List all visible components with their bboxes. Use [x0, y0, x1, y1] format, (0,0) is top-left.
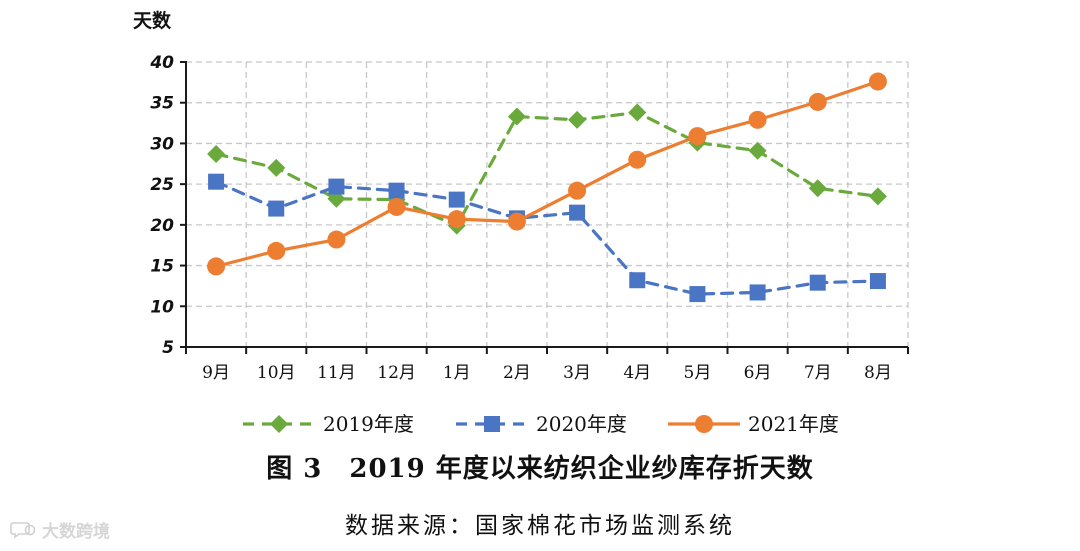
- chat-bubble-icon: [10, 521, 36, 539]
- x-tick-label: 3月: [563, 363, 591, 383]
- y-tick-label: 30: [150, 134, 174, 154]
- data-point: [569, 204, 586, 221]
- data-point: [447, 210, 466, 229]
- data-point: [327, 230, 346, 249]
- data-point: [267, 241, 286, 260]
- axes: [180, 61, 909, 354]
- data-point: [208, 173, 225, 190]
- y-tick-label: 20: [150, 216, 174, 236]
- data-point: [267, 158, 286, 177]
- watermark: 大数跨境: [10, 517, 110, 542]
- data-point: [328, 178, 345, 195]
- data-point: [448, 191, 465, 208]
- legend-marker: [695, 415, 713, 433]
- x-tick-label: 6月: [744, 363, 772, 383]
- series-line: [214, 180, 880, 296]
- x-tick-label: 12月: [377, 363, 416, 383]
- y-tick-label: 35: [150, 94, 174, 114]
- legend-label: 2021年度: [748, 412, 839, 436]
- x-tick-label: 11月: [317, 363, 356, 383]
- data-point: [688, 127, 707, 146]
- series-2020年度: [208, 173, 886, 303]
- x-tick-label: 9月: [202, 363, 230, 383]
- legend-label: 2019年度: [323, 412, 414, 436]
- data-point: [207, 257, 226, 276]
- legend-marker: [270, 415, 288, 433]
- data-point: [809, 274, 826, 291]
- data-point: [629, 272, 646, 289]
- data-point: [869, 273, 886, 290]
- watermark-text: 大数跨境: [42, 522, 110, 542]
- y-axis-title: 天数: [133, 9, 172, 32]
- figure-caption: 图 3 2019 年度以来纺织企业纱库存折天数: [266, 454, 814, 484]
- data-point: [868, 187, 887, 206]
- data-point: [568, 181, 587, 200]
- series-2021年度: [207, 72, 887, 276]
- data-point: [868, 72, 887, 91]
- data-point: [628, 150, 647, 169]
- x-tick-label: 7月: [804, 363, 832, 383]
- y-tick-label: 10: [150, 297, 174, 317]
- x-tick-label: 1月: [443, 363, 471, 383]
- data-series: [207, 72, 887, 303]
- y-tick-label: 15: [150, 257, 174, 277]
- data-point: [748, 141, 767, 160]
- data-point: [568, 110, 587, 129]
- data-point: [268, 200, 285, 217]
- legend-entry: 2019年度: [243, 412, 414, 436]
- x-tick-label: 8月: [864, 363, 892, 383]
- y-tick-label: 40: [149, 53, 174, 73]
- x-tick-labels: 9月 10月 11月 12月 1月 2月 3月 4月 5月 6月 7月 8月: [202, 363, 892, 383]
- data-point: [507, 212, 526, 231]
- data-point: [749, 284, 766, 301]
- y-tick-label: 25: [150, 175, 174, 195]
- data-point: [808, 92, 827, 111]
- legend-label: 2020年度: [536, 412, 627, 436]
- legend-entry: 2020年度: [456, 412, 627, 436]
- source-caption: 数据来源：国家棉花市场监测系统: [345, 513, 735, 539]
- series-line: [214, 110, 880, 228]
- data-point: [628, 103, 647, 122]
- data-point: [748, 110, 767, 129]
- data-point: [507, 107, 526, 126]
- data-point: [387, 197, 406, 216]
- data-point: [388, 182, 405, 199]
- x-tick-label: 2月: [503, 363, 531, 383]
- data-point: [207, 145, 226, 164]
- legend: 2019年度 2020年度 2021年度: [243, 412, 839, 436]
- y-tick-labels: 5 10 15 20 25 30 35 40: [149, 53, 174, 358]
- x-tick-label: 5月: [684, 363, 712, 383]
- legend-entry: 2021年度: [668, 412, 839, 436]
- x-tick-label: 4月: [623, 363, 651, 383]
- data-point: [689, 286, 706, 303]
- grid-lines: [186, 61, 909, 347]
- series-line: [214, 79, 880, 268]
- y-tick-label: 5: [162, 338, 174, 358]
- data-point: [808, 179, 827, 198]
- legend-marker: [484, 416, 500, 432]
- x-tick-label: 10月: [257, 363, 296, 383]
